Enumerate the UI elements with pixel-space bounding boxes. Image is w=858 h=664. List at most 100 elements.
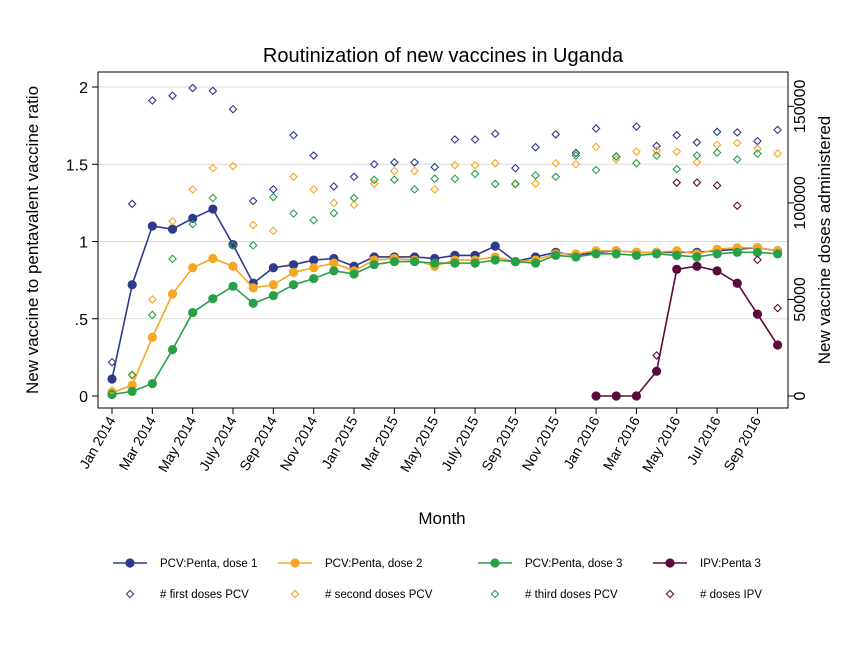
data-point [208, 294, 218, 304]
data-point [712, 148, 722, 158]
legend-swatch-marker [125, 558, 135, 568]
data-point [611, 391, 621, 401]
data-point [632, 122, 641, 131]
data-point [611, 152, 621, 161]
y2-tick-label: 50000 [792, 277, 809, 322]
data-point [591, 249, 601, 259]
data-point [692, 151, 702, 160]
data-point [430, 162, 440, 172]
data-point [127, 371, 137, 381]
data-point [470, 169, 480, 179]
x-tick-label: Sep 2014 [236, 413, 280, 473]
data-point [753, 255, 762, 265]
data-point [410, 166, 419, 176]
legend-item: PCV:Penta, dose 1 [113, 558, 257, 570]
data-point [732, 201, 742, 211]
data-point [490, 255, 500, 265]
data-point [127, 370, 137, 380]
data-point [268, 263, 278, 273]
legend-swatch-marker [490, 589, 500, 599]
data-point [349, 200, 359, 210]
series-6 [107, 148, 762, 398]
grid [98, 86, 788, 320]
data-point [127, 386, 137, 396]
series-line [596, 265, 779, 397]
data-point [652, 141, 661, 151]
data-point [188, 184, 198, 194]
data-point [611, 249, 621, 259]
data-point [753, 136, 762, 146]
data-point [329, 208, 339, 218]
data-point [188, 263, 198, 273]
legend-label: # second doses PCV [325, 589, 433, 601]
data-point [672, 250, 682, 261]
y2-tick-label: 0 [792, 391, 809, 400]
legend-label: PCV:Penta, dose 2 [325, 558, 422, 570]
data-point [652, 151, 661, 160]
x-tick-label: Jul 2016 [683, 413, 723, 467]
data-point [531, 142, 540, 152]
data-point [107, 357, 117, 367]
data-point [692, 252, 702, 262]
data-point [551, 129, 561, 139]
data-point [712, 249, 722, 259]
data-point [268, 280, 278, 290]
data-point [369, 159, 379, 169]
data-point [288, 267, 299, 277]
data-point [228, 240, 238, 250]
data-point [147, 96, 157, 105]
data-point [268, 184, 278, 194]
data-point [228, 281, 238, 291]
data-point [773, 149, 782, 159]
data-point [773, 125, 782, 135]
data-point [511, 179, 520, 189]
data-point [672, 164, 682, 174]
data-point [753, 144, 762, 154]
series-0 [107, 204, 783, 384]
data-point [490, 241, 500, 251]
x-tick-label: Mar 2015 [358, 413, 402, 472]
data-point [188, 83, 198, 93]
legend-label: # third doses PCV [525, 589, 618, 601]
data-point [410, 157, 419, 167]
y2-tick-label: 150000 [792, 80, 809, 133]
data-point [369, 179, 379, 188]
legend-swatch-marker [290, 558, 300, 568]
x-tick-label: May 2016 [639, 413, 684, 474]
y-tick-label: 1.5 [66, 157, 88, 174]
series-3 [591, 261, 783, 401]
data-point [551, 158, 561, 168]
data-point [248, 240, 258, 250]
data-point [309, 273, 319, 284]
data-point [248, 196, 258, 206]
legend-item: # first doses PCV [125, 589, 249, 601]
data-point [490, 129, 500, 139]
x-tick-label: May 2015 [397, 413, 442, 474]
data-point [430, 258, 440, 268]
y-tick-label: .5 [75, 312, 88, 329]
legend-label: PCV:Penta, dose 3 [525, 558, 622, 570]
data-point [450, 135, 460, 144]
data-point [651, 249, 662, 259]
data-point [228, 104, 238, 114]
data-point [188, 213, 198, 223]
data-point [369, 175, 379, 185]
legend-label: # first doses PCV [160, 589, 249, 601]
data-point [389, 256, 399, 267]
data-point [188, 219, 198, 229]
data-point [127, 199, 137, 209]
data-point [268, 290, 278, 301]
legend-item: PCV:Penta, dose 3 [478, 558, 622, 570]
data-point [632, 147, 641, 157]
data-point [248, 298, 258, 308]
data-point [147, 379, 157, 389]
legend-item: # third doses PCV [490, 589, 618, 601]
legend-item: # doses IPV [665, 589, 762, 601]
data-point [147, 310, 157, 320]
data-point [390, 166, 399, 176]
data-point [732, 247, 742, 257]
data-point [651, 366, 662, 376]
series-layer [107, 83, 783, 401]
data-point [349, 269, 359, 279]
